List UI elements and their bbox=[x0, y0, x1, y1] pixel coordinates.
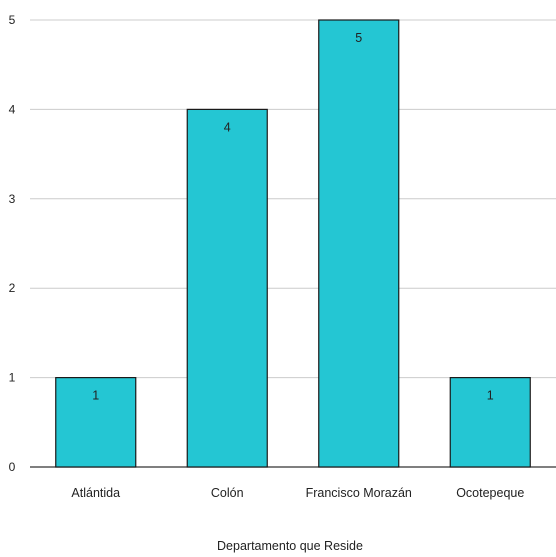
x-tick-label: Francisco Morazán bbox=[306, 486, 412, 500]
data-label: 4 bbox=[224, 120, 231, 134]
data-labels: 1 4 5 1 bbox=[92, 31, 494, 403]
data-label: 5 bbox=[355, 31, 362, 45]
y-tick-label: 0 bbox=[9, 460, 16, 474]
x-tick-label: Atlántida bbox=[71, 486, 120, 500]
y-tick-label: 5 bbox=[9, 13, 16, 27]
bar bbox=[187, 109, 267, 467]
x-axis-title: Departamento que Reside bbox=[217, 539, 363, 553]
data-label: 1 bbox=[92, 389, 99, 403]
x-axis-categories: Atlántida Colón Francisco Morazán Ocotepequ… bbox=[71, 486, 524, 500]
y-axis-ticks: 0 1 2 3 4 5 bbox=[9, 13, 16, 474]
y-tick-label: 4 bbox=[9, 102, 16, 116]
y-tick-label: 2 bbox=[9, 281, 16, 295]
x-tick-label: Colón bbox=[211, 486, 244, 500]
data-label: 1 bbox=[487, 389, 494, 403]
y-tick-label: 3 bbox=[9, 192, 16, 206]
bars bbox=[56, 20, 531, 467]
y-tick-label: 1 bbox=[9, 371, 16, 385]
bar bbox=[319, 20, 399, 467]
x-tick-label: Ocotepeque bbox=[456, 486, 524, 500]
